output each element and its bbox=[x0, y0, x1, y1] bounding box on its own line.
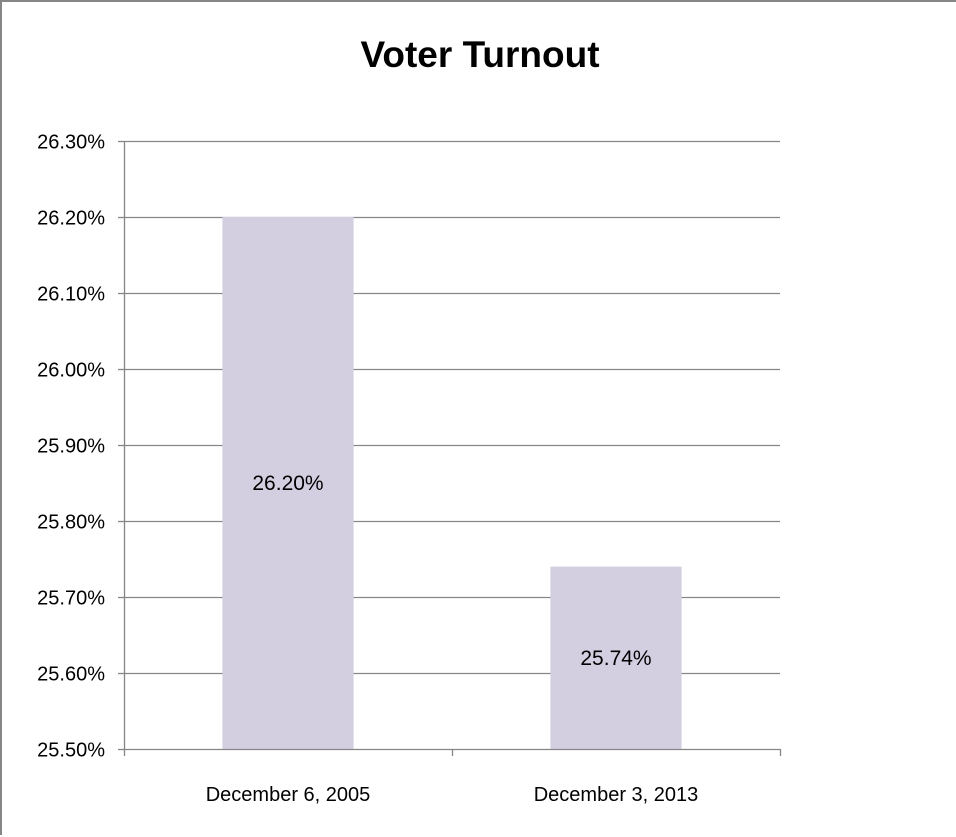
labels: 25.50% 25.60% 25.70% 25.80% 25.90% 26.00% 26.1… bbox=[37, 132, 698, 807]
y-tick-label: 25.60% bbox=[37, 664, 105, 686]
y-tick-label: 26.00% bbox=[37, 360, 105, 382]
y-tick-label: 25.80% bbox=[37, 512, 105, 534]
bar bbox=[550, 566, 682, 749]
x-tick-label: December 6, 2005 bbox=[206, 784, 371, 806]
y-tick-label: 26.30% bbox=[37, 132, 105, 154]
data-label: 26.20% bbox=[252, 472, 323, 495]
y-tick-label: 25.70% bbox=[37, 588, 105, 610]
y-tick-label: 25.50% bbox=[37, 740, 105, 762]
x-tick-label: December 3, 2013 bbox=[534, 784, 699, 806]
y-tick-label: 25.90% bbox=[37, 436, 105, 458]
bars bbox=[222, 217, 682, 749]
axes bbox=[118, 140, 782, 756]
y-tick-label: 26.20% bbox=[37, 208, 105, 230]
chart-title: Voter Turnout bbox=[360, 34, 600, 75]
y-tick-label: 26.10% bbox=[37, 284, 105, 306]
bar bbox=[222, 217, 354, 749]
data-label: 25.74% bbox=[580, 647, 651, 670]
